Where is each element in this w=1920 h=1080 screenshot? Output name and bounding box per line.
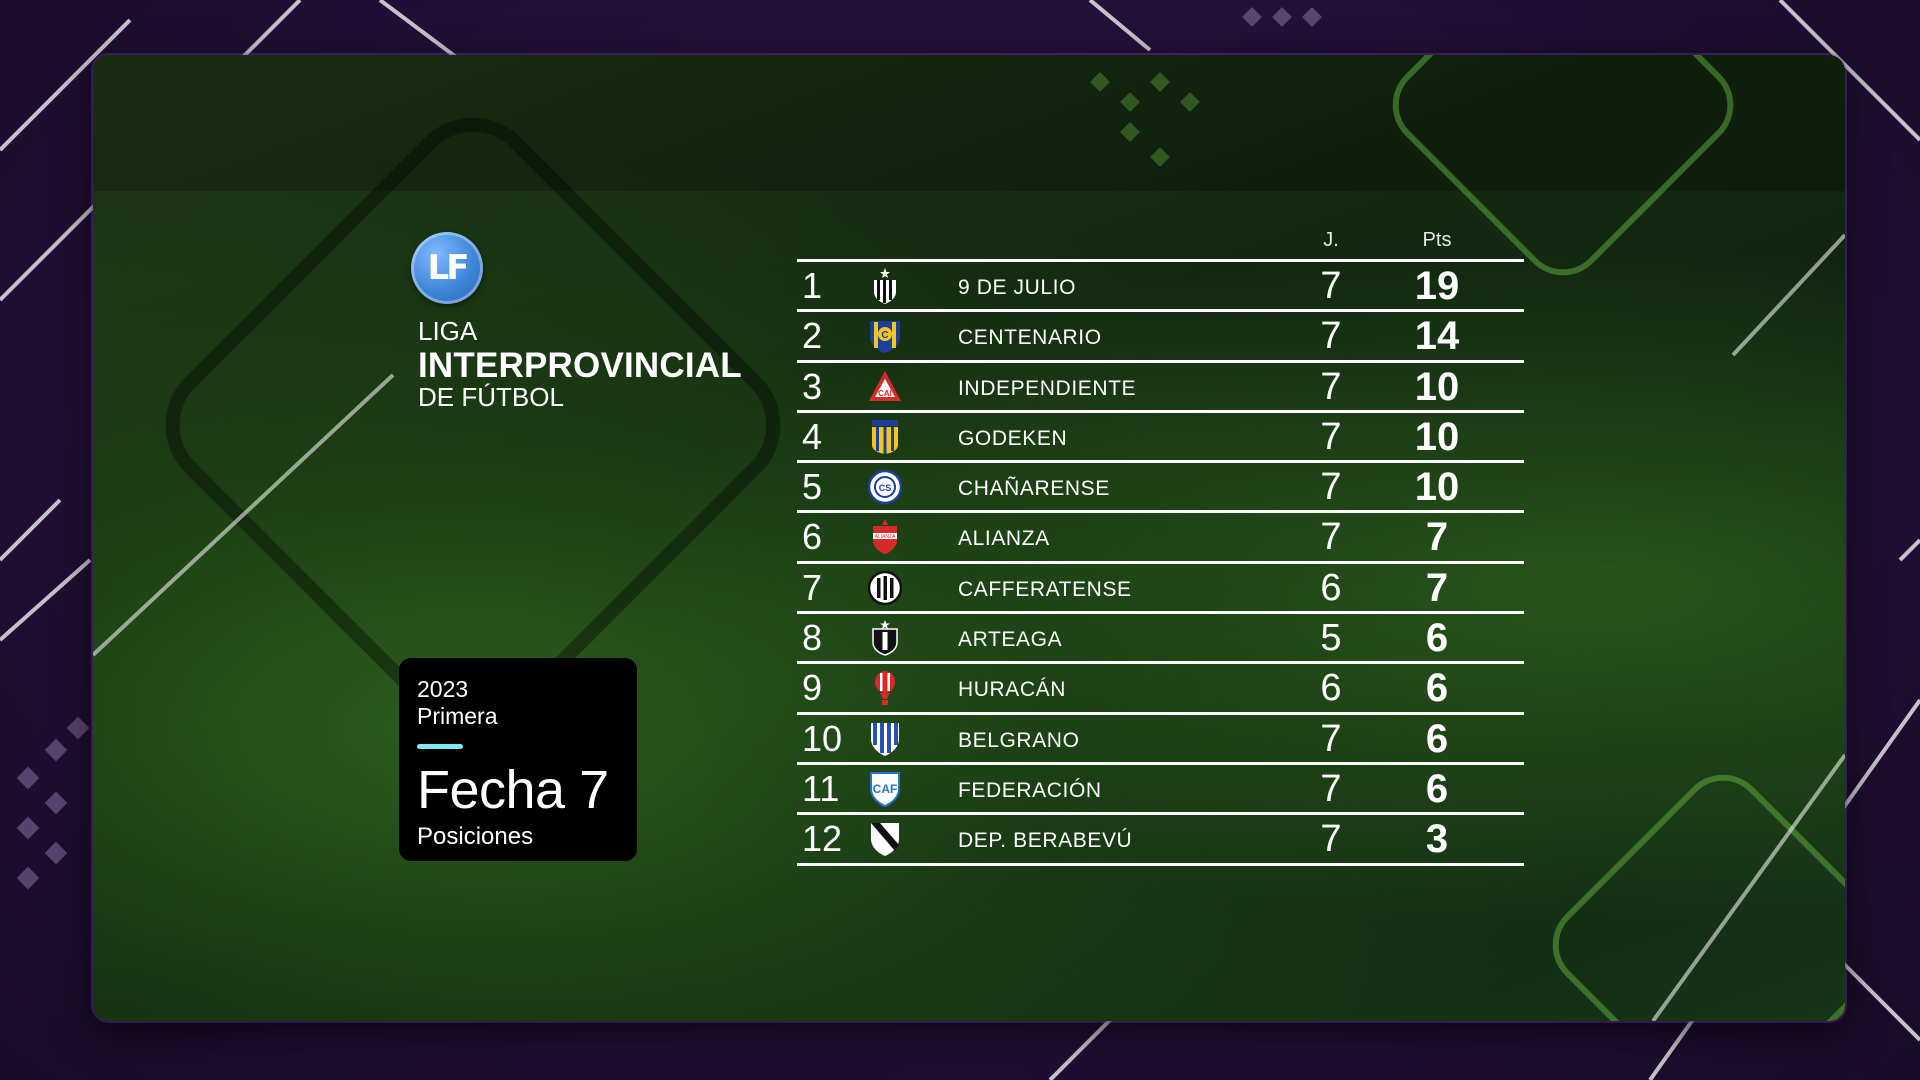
white-sash-shield-crest-icon: [868, 821, 902, 857]
svg-text:CAF: CAF: [873, 782, 898, 796]
position-number: 12: [802, 818, 843, 860]
table-row: 3 CAI INDEPENDIENTE 7 10: [797, 363, 1524, 413]
team-name: HURACÁN: [958, 678, 1067, 702]
points-value: 6: [1425, 716, 1449, 761]
points-value: 3: [1425, 817, 1449, 862]
position-number: 2: [802, 315, 823, 357]
table-row: 7 CAFFERATENSE 6 7: [797, 564, 1524, 615]
points-value: 7: [1425, 515, 1449, 560]
black-white-round-crest-icon: [867, 570, 903, 606]
league-title-line2: INTERPROVINCIAL: [418, 346, 742, 385]
svg-text:ALIANZA: ALIANZA: [875, 534, 897, 540]
table-row: 9 HURACÁN 6 6: [797, 664, 1524, 715]
svg-text:C: C: [881, 330, 888, 341]
round-title: Fecha 7: [417, 760, 609, 820]
stripes-star-crest-icon: [868, 268, 902, 304]
matches-played: 7: [1320, 466, 1342, 509]
blue-yellow-shield-crest-icon: C: [868, 318, 902, 354]
blue-gold-stripes-crest-icon: [868, 419, 902, 455]
points-value: 6: [1425, 766, 1449, 811]
played-column-header: J.: [1323, 229, 1339, 251]
panel-header-band: [93, 55, 1845, 191]
red-shield-crest-icon: ALIANZA: [868, 519, 902, 555]
black-shield-star-crest-icon: [868, 620, 902, 656]
team-name: CHAÑARENSE: [958, 477, 1110, 501]
red-balloon-crest-icon: [868, 670, 902, 706]
matches-played: 6: [1320, 667, 1342, 710]
accent-bar: [417, 744, 463, 749]
table-row: 1 9 DE JULIO 7 19: [797, 262, 1524, 313]
team-name: CENTENARIO: [958, 326, 1102, 350]
team-name: BELGRANO: [958, 728, 1080, 752]
position-number: 1: [802, 265, 823, 306]
team-name: ALIANZA: [958, 527, 1050, 551]
table-row: 11 CAF FEDERACIÓN 7 6: [797, 765, 1524, 816]
team-name: CAFFERATENSE: [958, 577, 1132, 601]
points-value: 19: [1414, 264, 1460, 308]
points-column-header: Pts: [1422, 229, 1452, 251]
points-value: 10: [1414, 465, 1460, 510]
points-value: 7: [1425, 565, 1449, 610]
season-year: 2023: [417, 676, 469, 702]
table-row: 12 DEP. BERABEVÚ 7 3: [797, 815, 1524, 866]
matches-played: 7: [1320, 365, 1342, 408]
svg-text:CS: CS: [879, 483, 892, 493]
blue-stripes-shield-crest-icon: [868, 721, 902, 757]
position-number: 9: [802, 667, 823, 709]
team-name: INDEPENDIENTE: [958, 376, 1137, 400]
table-row: 2 C CENTENARIO 7 14: [797, 312, 1524, 363]
table-row: 6 ALIANZA ALIANZA 7 7: [797, 513, 1524, 564]
team-name: FEDERACIÓN: [958, 778, 1102, 802]
table-body: 1 9 DE JULIO 7 19 2 C CENTENARIO 7 14 3 CAI INDEPEN…: [797, 262, 1524, 866]
league-title: LIGA INTERPROVINCIAL DE FÚTBOL: [418, 318, 742, 410]
table-row: 5 CS CHAÑARENSE 7 10: [797, 463, 1524, 514]
table-row: 4 GODEKEN 7 10: [797, 413, 1524, 464]
matches-played: 5: [1320, 617, 1342, 660]
round-subtitle: Posiciones: [417, 823, 534, 850]
league-title-line1: LIGA: [418, 316, 478, 346]
position-number: 7: [802, 566, 823, 608]
matches-played: 7: [1320, 767, 1342, 810]
position-number: 8: [802, 617, 823, 659]
position-number: 6: [802, 516, 823, 558]
points-value: 6: [1425, 616, 1449, 661]
team-name: GODEKEN: [958, 426, 1068, 450]
header-divider: [797, 259, 1524, 262]
position-number: 4: [802, 415, 823, 457]
points-value: 14: [1414, 314, 1460, 359]
league-logo: LF: [411, 232, 483, 304]
matches-played: 7: [1320, 516, 1342, 559]
points-value: 10: [1414, 364, 1460, 409]
position-number: 11: [802, 767, 840, 809]
matches-played: 7: [1320, 415, 1342, 458]
round-info-card: 2023 Primera Fecha 7 Posiciones: [399, 658, 637, 861]
svg-text:CAI: CAI: [878, 389, 892, 398]
blue-caf-crest-icon: CAF: [868, 771, 902, 808]
matches-played: 7: [1320, 818, 1342, 861]
matches-played: 6: [1320, 566, 1342, 609]
matches-played: 7: [1320, 265, 1342, 307]
points-value: 6: [1425, 666, 1449, 711]
blue-round-crest-icon: CS: [867, 469, 903, 505]
table-row: 8 ARTEAGA 5 6: [797, 614, 1524, 665]
position-number: 3: [802, 365, 823, 407]
table-header: J. Pts: [797, 227, 1524, 259]
league-title-line3: DE FÚTBOL: [418, 382, 564, 412]
matches-played: 7: [1320, 315, 1342, 358]
panel-decoration: [93, 55, 1845, 1021]
division-label: Primera: [417, 703, 498, 729]
points-value: 10: [1414, 414, 1460, 459]
position-number: 10: [802, 717, 843, 759]
team-name: DEP. BERABEVÚ: [958, 829, 1133, 853]
matches-played: 7: [1320, 717, 1342, 760]
team-name: 9 DE JULIO: [958, 276, 1077, 299]
standings-panel: [93, 55, 1845, 1021]
red-triangle-crest-icon: CAI: [868, 369, 902, 405]
table-row: 10 BELGRANO 7 6: [797, 715, 1524, 765]
position-number: 5: [802, 466, 823, 508]
team-name: ARTEAGA: [958, 628, 1063, 652]
league-logo-mark: LF: [427, 248, 470, 288]
standings-table: J. Pts 1 9 DE JULIO 7 19 2 C CENTENARIO 7 14 3 CAI…: [797, 227, 1524, 866]
